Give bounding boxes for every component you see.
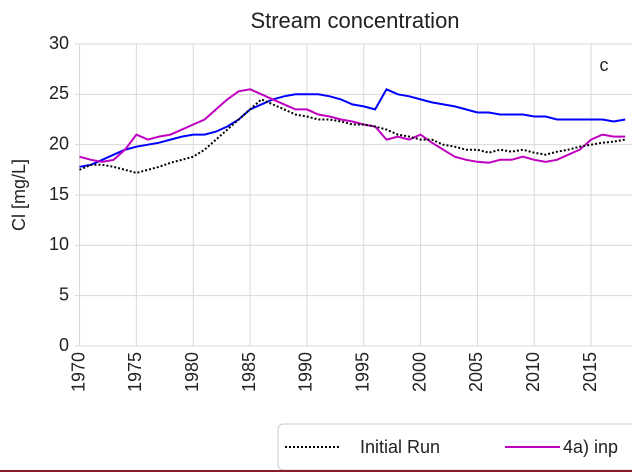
x-tick-label: 2000 <box>409 352 429 392</box>
y-tick-label: 30 <box>49 33 69 53</box>
series-line <box>79 88 626 164</box>
y-tick-label: 10 <box>49 234 69 254</box>
annotation: c <box>600 55 609 75</box>
y-tick-label: 25 <box>49 83 69 103</box>
x-tick-label: 1990 <box>296 352 316 392</box>
x-tick-label: 1970 <box>68 352 88 392</box>
x-tick-label: 1995 <box>352 352 372 392</box>
x-tick-label: 1985 <box>239 352 259 392</box>
y-tick-label: 15 <box>49 184 69 204</box>
series-line <box>79 88 626 168</box>
y-axis-label: Cl [mg/L] <box>9 159 29 231</box>
x-tick-label: 2015 <box>580 352 600 392</box>
x-tick-label: 2005 <box>466 352 486 392</box>
x-tick-label: 1975 <box>125 352 145 392</box>
x-tick-label: 1980 <box>182 352 202 392</box>
legend-label: Initial Run <box>360 437 440 457</box>
chart-title: Stream concentration <box>250 8 459 33</box>
legend-label: 4a) inp <box>563 437 618 457</box>
x-tick-label: 2010 <box>523 352 543 392</box>
series-line <box>79 98 626 174</box>
y-tick-label: 0 <box>59 335 69 355</box>
y-tick-label: 20 <box>49 133 69 153</box>
y-tick-label: 5 <box>59 284 69 304</box>
